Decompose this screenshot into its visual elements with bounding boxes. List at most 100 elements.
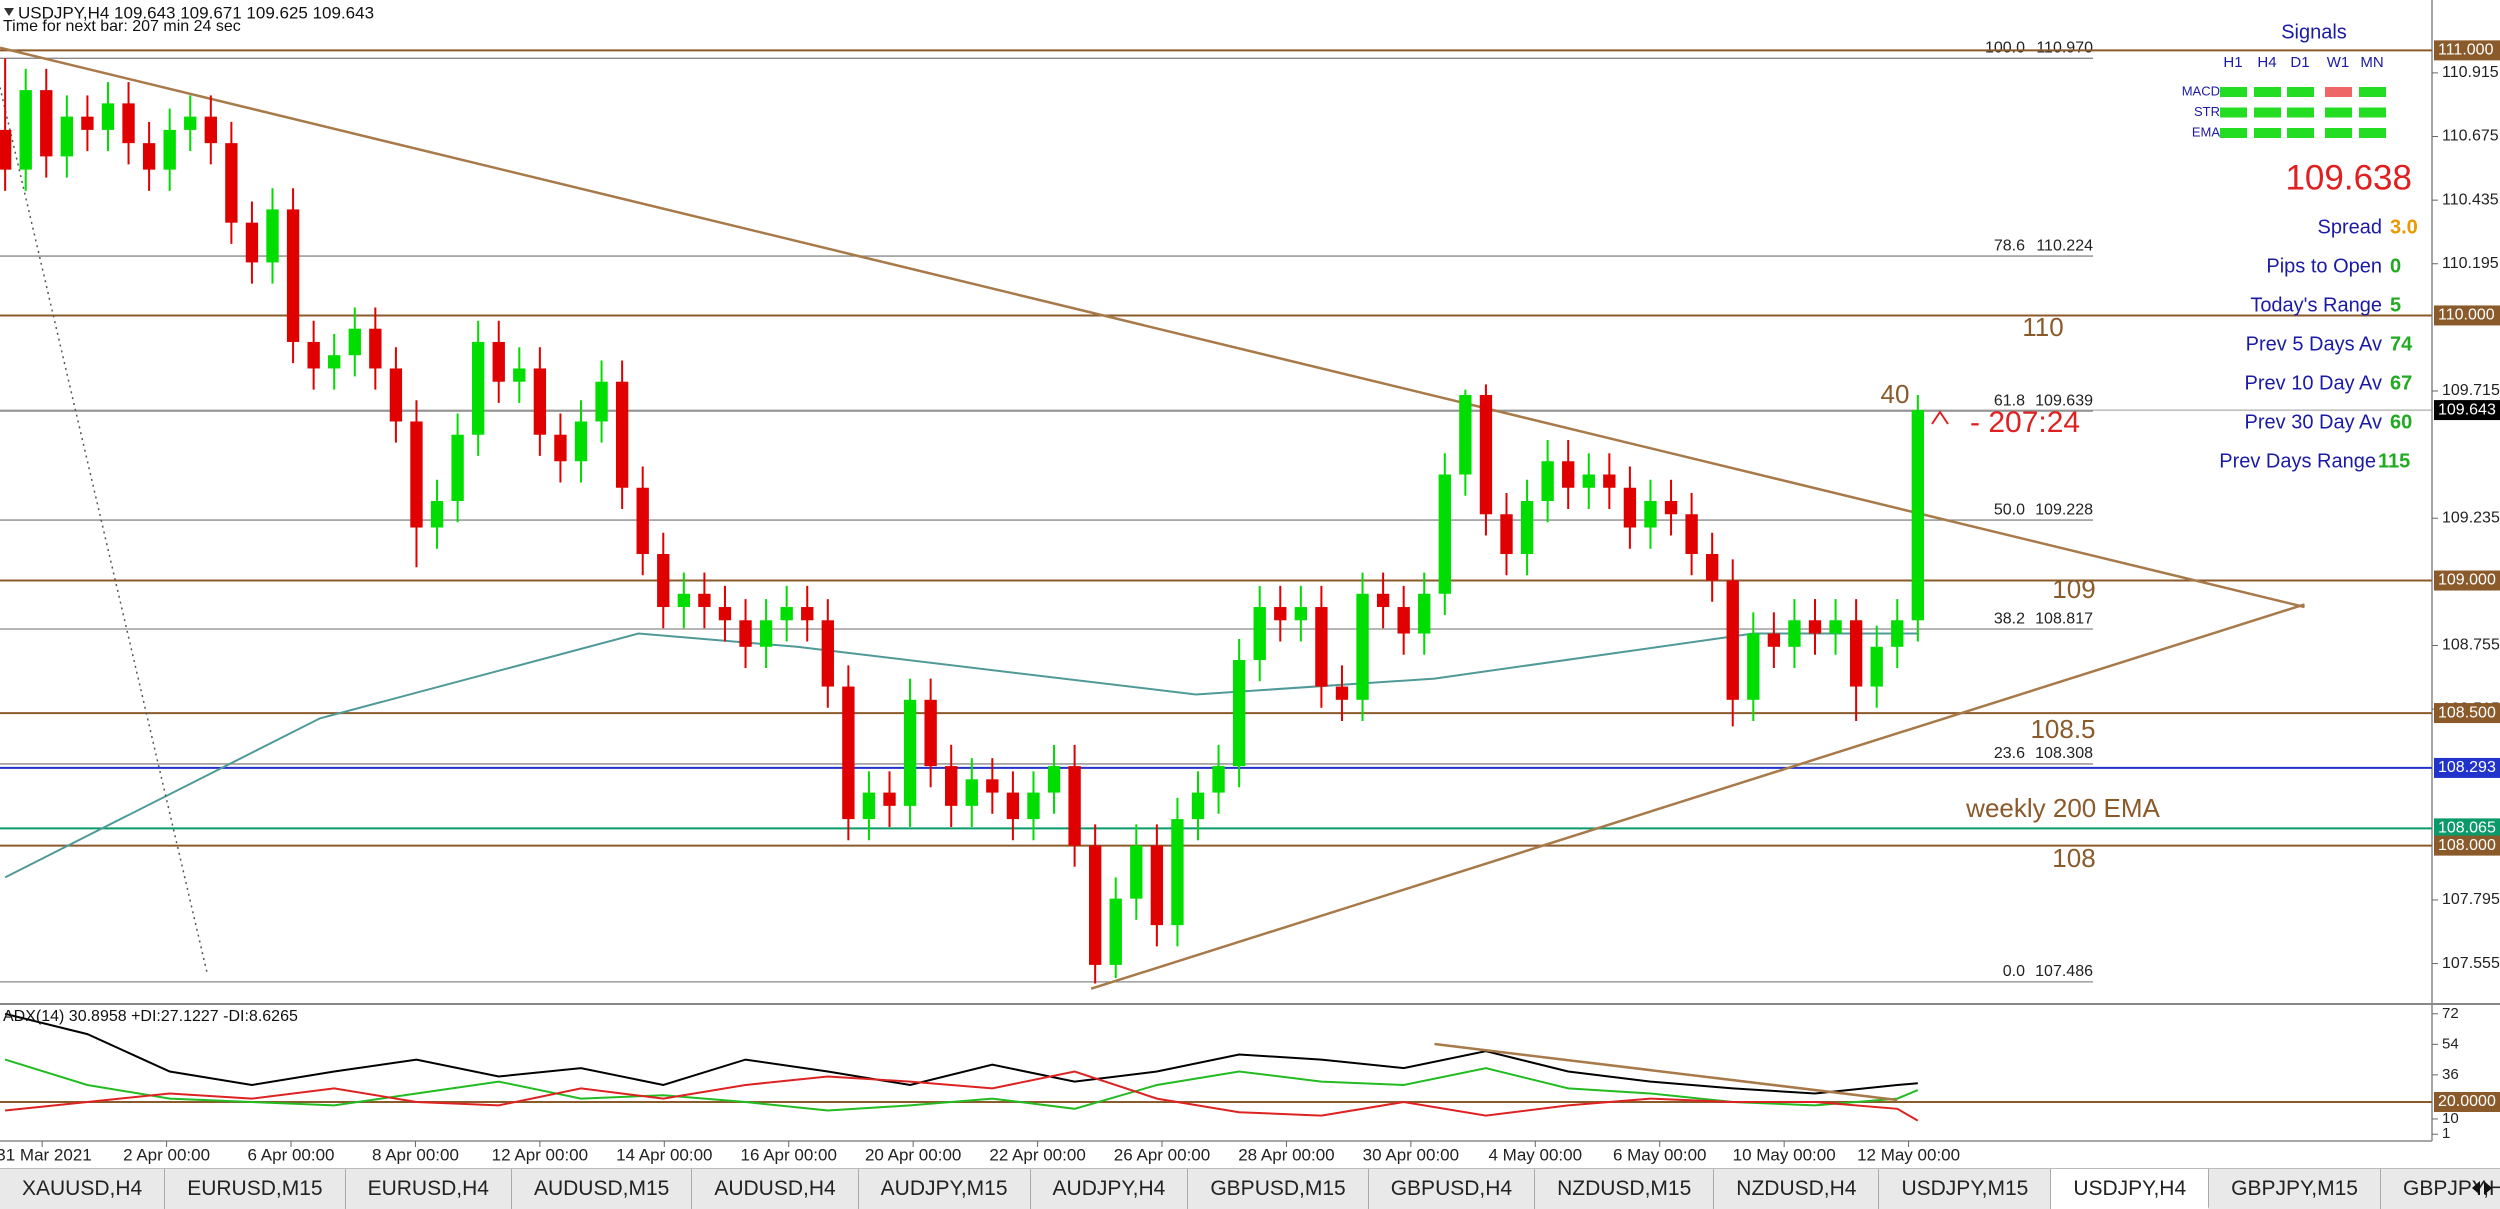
candle-body <box>1582 474 1595 488</box>
chart-tab[interactable]: NZDUSD,M15 <box>1535 1169 1715 1209</box>
fib-price: 110.224 <box>2036 237 2093 254</box>
tab-scroll[interactable] <box>2458 1168 2498 1209</box>
fib-price: 108.308 <box>2035 745 2093 762</box>
chart-tab[interactable]: USDJPY,M15 <box>1879 1169 2052 1209</box>
annotation: 108 <box>2052 843 2095 873</box>
chart-tab[interactable]: GBPUSD,H4 <box>1369 1169 1536 1209</box>
candle-body <box>698 593 711 608</box>
stat-value: 67 <box>2390 372 2412 394</box>
level-label: 20.0000 <box>2438 1093 2496 1110</box>
indicator-title: ADX(14) 30.8958 +DI:27.1227 -DI:8.6265 <box>3 1008 298 1025</box>
candle-body <box>1705 554 1719 581</box>
level-label-box <box>2434 305 2500 326</box>
fib-price: 109.639 <box>2035 392 2093 409</box>
level-label: 109.643 <box>2438 401 2496 418</box>
stat-label: Prev Days Range <box>2219 450 2376 472</box>
candle-body <box>122 103 135 144</box>
fib-level: 61.8 <box>1994 392 2025 409</box>
candle-body <box>1068 766 1081 846</box>
candle-body <box>883 792 896 806</box>
background <box>0 0 2500 1168</box>
x-tick-label: 10 May 00:00 <box>1733 1145 1836 1164</box>
candle-body <box>307 341 320 369</box>
candle-body <box>389 368 403 422</box>
signal-row-label: EMA <box>2192 124 2221 139</box>
scroll-right[interactable] <box>2484 1181 2492 1195</box>
stat-value: 74 <box>2390 333 2413 355</box>
fib-level: 38.2 <box>1994 610 2025 627</box>
x-tick-label: 30 Apr 00:00 <box>1363 1145 1459 1164</box>
chart-tab[interactable]: GBPJPY,M15 <box>2209 1169 2381 1209</box>
stat-label: Prev 10 Day Av <box>2245 372 2382 394</box>
chart-tab[interactable]: USDJPY,H4 <box>2051 1169 2210 1209</box>
level-label-box <box>2434 1091 2500 1112</box>
signals-title: Signals <box>2281 21 2347 43</box>
candle-body <box>1232 660 1246 767</box>
candle-body <box>1027 792 1040 820</box>
stat-value: 60 <box>2390 411 2412 433</box>
y-tick-label: 54 <box>2442 1035 2459 1052</box>
candle-body <box>163 129 176 170</box>
candle-body <box>574 421 588 462</box>
signal-box <box>2359 107 2386 118</box>
fib-level: 0.0 <box>2003 963 2025 980</box>
chart-tab[interactable]: GBPUSD,M15 <box>1188 1169 1369 1209</box>
level-label: 111.000 <box>2438 42 2494 59</box>
candle-body <box>780 607 793 621</box>
candle-body <box>1911 410 1925 621</box>
fib-price: 108.817 <box>2035 610 2093 627</box>
signal-column: D1 <box>2290 54 2309 71</box>
candle-body <box>40 90 53 157</box>
candle-body <box>1109 898 1122 965</box>
fib-level: 100.0 <box>1985 40 2025 57</box>
candle-body <box>862 792 876 820</box>
y-tick-label: 36 <box>2442 1066 2459 1083</box>
candle-body <box>533 368 547 435</box>
y-tick-label: 107.555 <box>2442 955 2500 972</box>
annotation: 110 <box>2022 312 2063 342</box>
x-tick-label: 4 May 00:00 <box>1489 1145 1583 1164</box>
candle-body <box>1849 620 1863 687</box>
indicator-line <box>4 1012 1918 1095</box>
stat-label: Spread <box>2318 216 2383 238</box>
signal-column: W1 <box>2327 54 2350 71</box>
candle-body <box>903 699 917 806</box>
level-label-box <box>2434 757 2500 778</box>
candle-body <box>245 222 259 263</box>
chart-tab[interactable]: AUDUSD,M15 <box>512 1169 693 1209</box>
fib-level: 50.0 <box>1994 501 2025 518</box>
chart-tab[interactable]: NZDUSD,H4 <box>1714 1169 1880 1209</box>
candle-body <box>1562 461 1575 488</box>
signal-box <box>2220 87 2247 97</box>
chart-tab[interactable]: EURUSD,M15 <box>165 1169 346 1209</box>
chart-tab[interactable]: AUDJPY,H4 <box>1031 1169 1189 1209</box>
chart-tab[interactable]: AUDUSD,H4 <box>692 1169 859 1209</box>
x-tick-label: 31 Mar 2021 <box>0 1145 92 1164</box>
chart-tab[interactable]: AUDJPY,M15 <box>859 1169 1031 1209</box>
candle-body <box>1212 766 1225 793</box>
level-label-box <box>2434 400 2500 421</box>
candle-body <box>821 620 834 687</box>
signal-row-label: STR <box>2194 104 2220 119</box>
fib-level: 23.6 <box>1994 745 2025 762</box>
level-label-box <box>2434 835 2500 856</box>
candle-body <box>1726 580 1739 700</box>
stat-value: 115 <box>2378 450 2410 472</box>
candle-body <box>1767 633 1781 647</box>
level-label: 108.293 <box>2438 759 2496 776</box>
candle-body <box>986 779 999 793</box>
candle-body <box>1356 593 1369 700</box>
x-tick-label: 22 Apr 00:00 <box>989 1145 1085 1164</box>
chart-tab[interactable]: GBPJPY,H4 <box>2381 1169 2500 1209</box>
candle-body <box>1047 766 1061 793</box>
candle-body <box>1150 845 1164 926</box>
x-tick-label: 26 Apr 00:00 <box>1114 1145 1210 1164</box>
y-tick-label: 10 <box>2442 1110 2459 1127</box>
signal-box <box>2325 128 2352 138</box>
signal-box <box>2254 107 2281 118</box>
candle-body <box>1500 514 1513 555</box>
annotation: 40 <box>1881 379 1910 409</box>
chart-tab[interactable]: EURUSD,H4 <box>346 1169 512 1209</box>
scroll-left[interactable] <box>2472 1181 2480 1195</box>
chart-tab[interactable]: XAUUSD,H4 <box>0 1169 166 1209</box>
